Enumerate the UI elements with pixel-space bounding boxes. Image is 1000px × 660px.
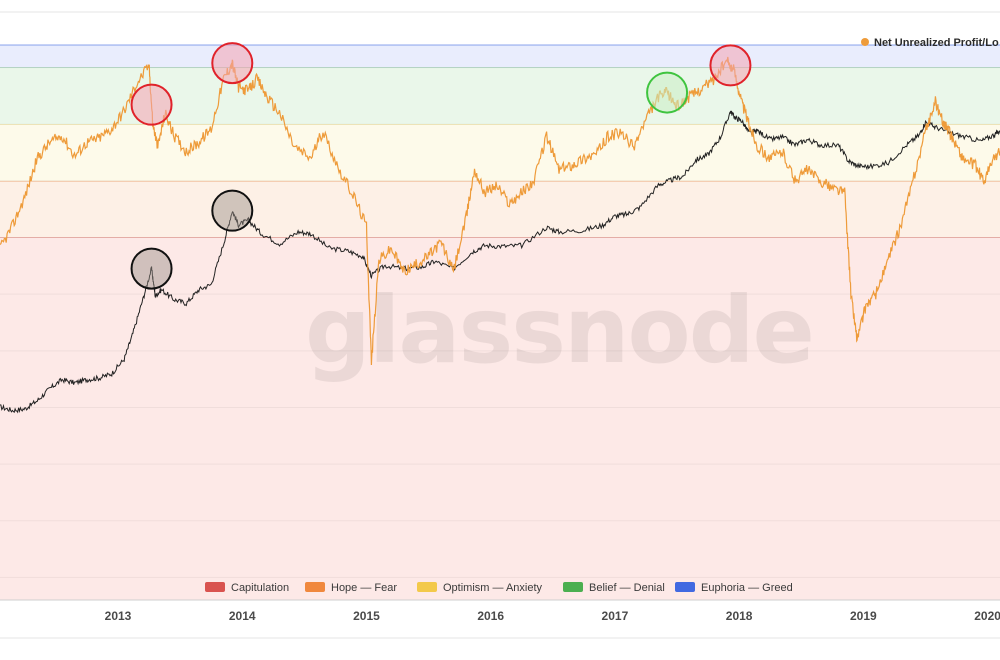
marker-black-circle <box>211 189 254 232</box>
legend-swatch <box>417 582 437 592</box>
marker-red-circle <box>709 44 752 87</box>
zone-euphoria-greed <box>0 45 1000 68</box>
x-tick-label: 2016 <box>477 609 504 623</box>
legend-label: Optimism — Anxiety <box>443 582 543 594</box>
legend-label: Hope — Fear <box>331 582 397 594</box>
legend-top-label: Net Unrealized Profit/Lo <box>874 37 999 49</box>
legend-item[interactable]: Euphoria — Greed <box>675 582 793 594</box>
legend-item-top[interactable]: Net Unrealized Profit/Lo <box>861 37 999 49</box>
legend-item[interactable]: Optimism — Anxiety <box>417 582 543 594</box>
x-tick-label: 2018 <box>726 609 753 623</box>
legend-item[interactable]: Capitulation <box>205 582 289 594</box>
marker-black-circle <box>130 247 173 290</box>
x-tick-label: 2019 <box>850 609 877 623</box>
series-line-price <box>0 110 1000 414</box>
zone-optimism-anxiety <box>0 124 1000 181</box>
x-tick-label: 2017 <box>602 609 629 623</box>
legend-swatch <box>675 582 695 592</box>
x-tick-label: 2013 <box>105 609 132 623</box>
legend-swatch <box>305 582 325 592</box>
legend-swatch <box>205 582 225 592</box>
legend-item[interactable]: Belief — Denial <box>563 582 665 594</box>
legend-dot <box>861 38 869 46</box>
marker-red-circle <box>130 83 173 126</box>
x-tick-label: 2014 <box>229 609 256 623</box>
marker-green-circle <box>646 71 689 114</box>
legend-swatch <box>563 582 583 592</box>
zone-capitulation <box>0 237 1000 600</box>
x-tick-label: 2020 <box>974 609 1000 623</box>
legend-label: Belief — Denial <box>589 582 665 594</box>
legend-label: Euphoria — Greed <box>701 582 793 594</box>
legend-item[interactable]: Hope — Fear <box>305 582 397 594</box>
x-tick-label: 2015 <box>353 609 380 623</box>
watermark: glassnode <box>305 277 813 384</box>
marker-red-circle <box>211 42 254 85</box>
legend-label: Capitulation <box>231 582 289 594</box>
